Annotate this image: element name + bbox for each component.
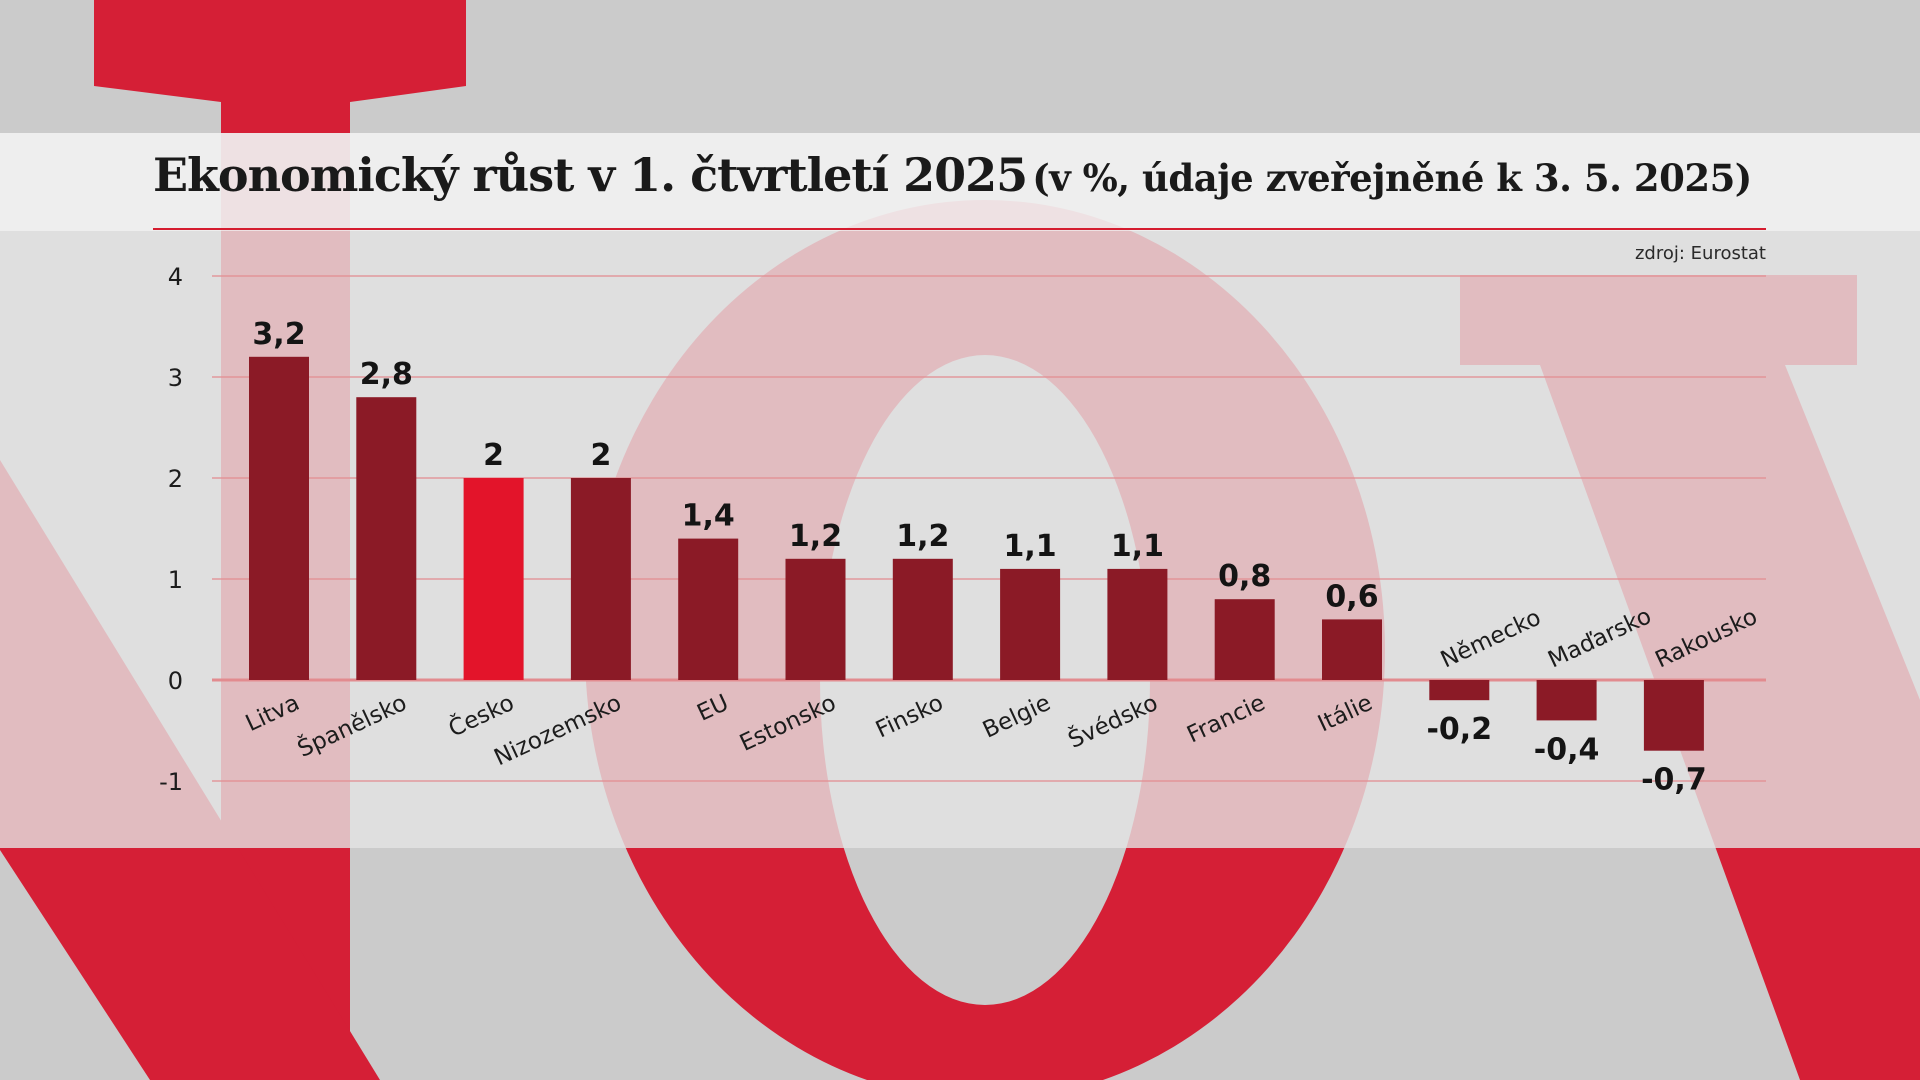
bar <box>1429 680 1490 701</box>
x-tick-label: Německo <box>1437 605 1545 674</box>
x-tick-label: Česko <box>444 688 518 742</box>
data-label: -0,4 <box>1534 732 1600 767</box>
data-label: -0,2 <box>1426 712 1492 747</box>
bar <box>1643 680 1704 751</box>
bars <box>249 356 1704 751</box>
bar <box>678 538 739 680</box>
y-tick-label: 1 <box>168 566 183 594</box>
chart-panel <box>0 231 1920 848</box>
data-label: 0,6 <box>1325 579 1378 614</box>
chart-subtitle: (v %, údaje zveřejněné k 3. 5. 2025) <box>1032 156 1752 200</box>
gridlines <box>212 275 1766 782</box>
title-band <box>0 133 1920 231</box>
data-label: 1,4 <box>682 499 735 534</box>
y-tick-label: 0 <box>168 667 183 695</box>
y-tick-label: 4 <box>168 263 183 291</box>
bar <box>1107 568 1168 680</box>
data-label: -0,7 <box>1641 763 1707 798</box>
x-tick-label: Švédsko <box>1064 688 1162 754</box>
bar <box>463 478 524 680</box>
data-label: 1,2 <box>789 519 842 554</box>
bar <box>1322 619 1382 680</box>
bar <box>356 397 417 680</box>
x-tick-label: Estonsko <box>736 690 840 757</box>
data-label: 1,1 <box>1111 529 1164 564</box>
bar <box>570 478 631 680</box>
data-label: 2 <box>483 438 504 473</box>
x-tick-label: Belgie <box>979 690 1055 744</box>
data-label: 2 <box>590 438 611 473</box>
data-label: 1,2 <box>896 519 949 554</box>
y-tick-label: 2 <box>168 465 183 493</box>
title-underline <box>153 228 1766 230</box>
y-tick-label: -1 <box>159 768 183 796</box>
data-label: 3,2 <box>252 317 305 352</box>
chart-source: zdroj: Eurostat <box>1634 243 1766 264</box>
chart-title-main: Ekonomický růst v 1. čtvrtletí 2025 <box>153 148 1028 202</box>
x-tick-label: Francie <box>1183 690 1269 749</box>
x-tick-label: Maďarsko <box>1544 603 1655 673</box>
x-tick-label: Rakousko <box>1651 604 1761 674</box>
x-tick-label: Itálie <box>1314 690 1376 738</box>
bar <box>892 558 953 680</box>
chart-title: Ekonomický růst v 1. čtvrtletí 2025 (v %… <box>153 148 1773 202</box>
y-tick-label: 3 <box>168 364 183 392</box>
bar <box>785 558 846 680</box>
x-tick-label: Finsko <box>872 690 947 744</box>
data-label: 0,8 <box>1218 559 1271 594</box>
data-label: 1,1 <box>1004 529 1057 564</box>
bar <box>1000 568 1061 680</box>
x-tick-label: EU <box>693 690 732 727</box>
bar <box>1214 599 1275 680</box>
x-tick-label: Španělsko <box>293 688 411 763</box>
bar <box>1536 680 1597 721</box>
data-label: 2,8 <box>360 357 413 392</box>
x-tick-label: Litva <box>242 690 304 737</box>
bar <box>249 356 309 680</box>
